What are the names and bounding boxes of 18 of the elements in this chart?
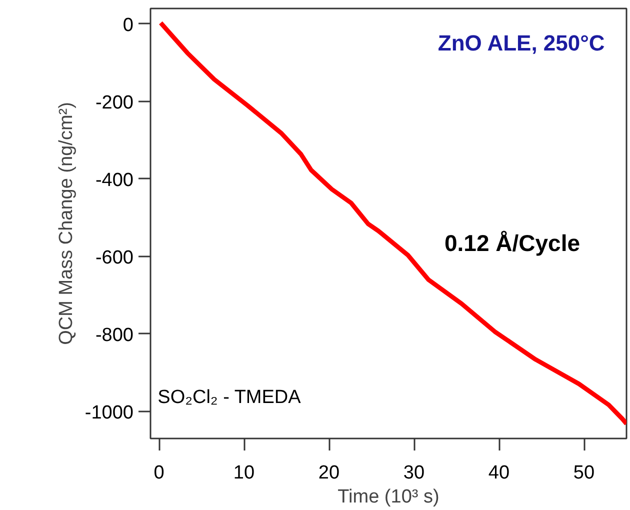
y-tick-label: 0	[122, 14, 134, 36]
x-tick-label: 0	[154, 462, 164, 484]
x-axis-title: Time (10³ s)	[338, 486, 440, 508]
y-axis-title: QCM Mass Change (ng/cm²)	[56, 102, 77, 345]
y-tick-label: -1000	[84, 402, 134, 424]
y-tick-label: -800	[95, 324, 134, 346]
x-tick-label: 10	[233, 462, 255, 484]
line-series	[158, 20, 626, 426]
y-tick-label: -200	[95, 92, 134, 114]
annotation: SO₂Cl₂ - TMEDA	[158, 387, 302, 408]
x-tick-label: 50	[573, 462, 595, 484]
y-tick-label: -400	[95, 170, 134, 191]
annotation: 0.12 Å/Cycle	[444, 230, 580, 256]
text: ZnO ALE, 250°C	[438, 30, 605, 56]
x-tick-label: 30	[403, 462, 425, 484]
x-tick-label: 40	[488, 462, 510, 484]
y-tick-label: -600	[95, 247, 134, 268]
x-tick-label: 20	[318, 462, 340, 484]
